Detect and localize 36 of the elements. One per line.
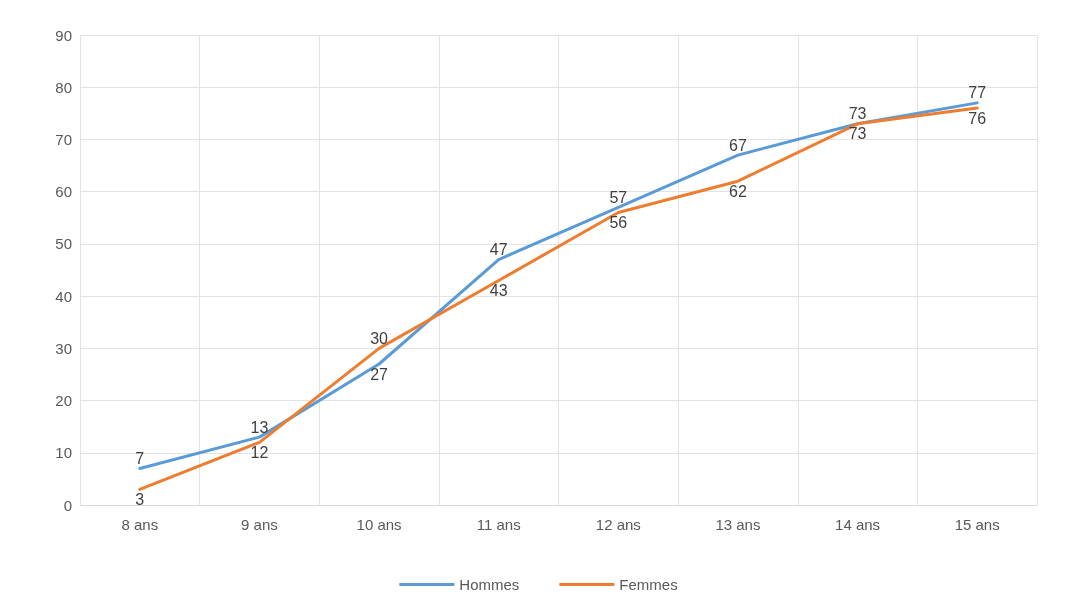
data-label: 76	[968, 109, 987, 127]
x-tick-label: 12 ans	[595, 516, 641, 533]
data-label: 73	[848, 125, 867, 143]
x-tick-label: 11 ans	[476, 516, 521, 533]
x-tick-label: 9 ans	[241, 516, 278, 533]
data-label: 57	[609, 188, 628, 206]
data-label: 73	[848, 105, 867, 123]
data-label: 3	[135, 490, 145, 508]
data-label: 56	[609, 214, 628, 232]
data-label: 30	[370, 329, 389, 347]
y-tick-label: 20	[55, 392, 72, 410]
y-tick-label: 30	[55, 339, 72, 357]
data-label: 12	[250, 443, 269, 461]
data-label: 67	[729, 136, 747, 154]
data-label: 62	[729, 182, 747, 200]
x-tick-label: 8 ans	[121, 516, 159, 533]
data-label: 13	[250, 418, 269, 436]
x-tick-label: 10 ans	[356, 516, 402, 533]
data-label: 7	[135, 449, 145, 467]
data-label: 77	[968, 84, 987, 102]
data-label: 27	[370, 365, 389, 383]
data-label: 47	[489, 241, 508, 259]
y-tick-label: 60	[55, 183, 72, 201]
y-tick-label: 50	[55, 235, 72, 253]
legend-label: Femmes	[619, 576, 678, 593]
legend-label: Hommes	[459, 576, 520, 593]
y-tick-label: 10	[55, 444, 72, 462]
y-tick-label: 40	[55, 287, 72, 305]
y-tick-label: 90	[55, 26, 72, 44]
y-tick-label: 80	[55, 78, 72, 96]
x-tick-label: 13 ans	[715, 516, 761, 533]
x-tick-label: 14 ans	[835, 516, 881, 533]
y-tick-label: 0	[63, 496, 72, 514]
y-tick-label: 70	[55, 130, 72, 148]
x-tick-label: 15 ans	[954, 516, 1000, 533]
data-label: 43	[489, 281, 508, 299]
